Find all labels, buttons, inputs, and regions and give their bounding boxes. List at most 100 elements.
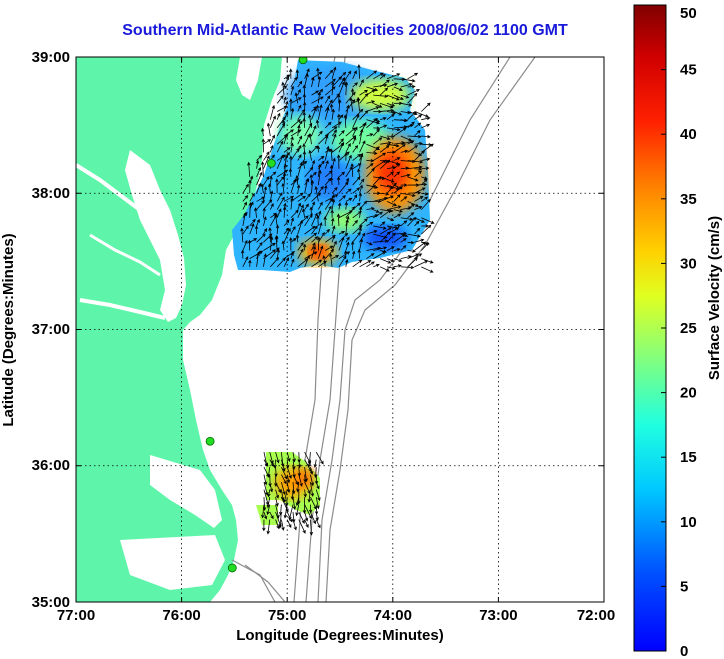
velocity-arrow [352, 144, 359, 153]
velocity-arrow [297, 88, 301, 96]
velocity-arrow [297, 144, 302, 153]
velocity-arrow [331, 133, 337, 145]
velocity-arrow [331, 193, 335, 202]
velocity-arrow [307, 489, 311, 503]
river-rappahannock [89, 233, 161, 277]
velocity-arrow [414, 253, 423, 259]
velocity-arrow [366, 70, 378, 80]
velocity-arrow [269, 203, 274, 210]
velocity-arrow [366, 253, 375, 259]
velocity-arrow [318, 201, 323, 210]
velocity-arrow [323, 216, 327, 226]
velocity-arrow [288, 168, 293, 177]
velocity-arrow [352, 136, 357, 145]
x-tick-label: 74:00 [374, 607, 412, 624]
velocity-arrow [345, 188, 352, 194]
x-axis-label: Longitude (Degrees:Minutes) [236, 627, 444, 644]
velocity-arrow [261, 127, 265, 137]
colorbar-tick-label: 15 [680, 449, 697, 466]
velocity-arrow [421, 123, 431, 129]
velocity-arrow [352, 108, 364, 120]
y-tick-label: 35:00 [32, 594, 70, 611]
y-tick-label: 38:00 [32, 185, 70, 202]
velocity-arrow [352, 219, 359, 227]
velocity-arrow [283, 111, 289, 120]
velocity-arrow [242, 225, 249, 235]
velocity-arrow [407, 216, 417, 227]
velocity-arrow [352, 82, 359, 88]
velocity-arrow [393, 171, 401, 178]
velocity-arrow [356, 96, 361, 112]
velocity-arrow [331, 186, 338, 194]
velocity-arrow [373, 119, 381, 123]
velocity-arrow [400, 217, 414, 221]
velocity-arrow [352, 113, 360, 129]
velocity-arrow [379, 176, 395, 183]
pamlico-sound [120, 535, 225, 590]
y-tick-label: 39:00 [32, 49, 70, 66]
colorbar-tick-label: 45 [680, 62, 697, 79]
velocity-arrow [247, 161, 251, 177]
velocity-arrow [324, 228, 330, 235]
velocity-arrow [242, 239, 248, 251]
velocity-arrow [366, 151, 378, 155]
x-tick-label: 77:00 [57, 607, 95, 624]
velocity-arrow [338, 71, 347, 80]
velocity-arrow [318, 232, 325, 243]
velocity-arrow [414, 227, 421, 235]
velocity-arrow [379, 266, 390, 272]
velocity-arrow [338, 251, 351, 259]
velocity-arrow [407, 176, 419, 182]
velocity-arrow [414, 206, 423, 210]
velocity-arrow [302, 159, 306, 169]
velocity-arrow [242, 195, 249, 202]
velocity-arrow [297, 135, 303, 145]
velocity-arrow [309, 467, 314, 475]
velocity-arrow [414, 182, 428, 187]
velocity-arrow [311, 245, 317, 259]
velocity-arrow [345, 154, 352, 169]
velocity-arrow [349, 97, 354, 112]
velocity-arrow [276, 176, 285, 186]
velocity-arrow [331, 225, 336, 235]
colorbar-ticks: 0 5 10 15 20 25 30 35 40 45 50 [661, 4, 697, 659]
velocity-arrow [380, 141, 392, 145]
velocity-arrow [283, 202, 287, 210]
velocity-arrow [421, 102, 431, 112]
velocity-arrow [414, 167, 423, 171]
velocity-arrow [337, 113, 341, 128]
velocity-arrow [276, 208, 282, 218]
velocity-arrow [263, 242, 276, 251]
velocity-arrow [352, 202, 361, 210]
velocity-arrow [393, 184, 403, 190]
velocity-arrow [400, 245, 407, 251]
velocity-arrow [366, 163, 374, 170]
velocity-arrow [373, 137, 383, 145]
velocity-arrow [421, 166, 430, 170]
velocity-arrow [290, 225, 296, 235]
velocity-arrow [261, 504, 265, 519]
velocity-arrow [266, 497, 271, 509]
velocity-arrow [421, 196, 429, 202]
velocity-arrow [393, 213, 402, 219]
velocity-arrow [324, 99, 333, 112]
velocity-arrow [421, 224, 432, 235]
velocity-arrow [324, 106, 330, 120]
velocity-arrow [329, 103, 334, 112]
velocity-arrow [393, 209, 403, 213]
velocity-arrow [386, 232, 396, 243]
velocity-arrow [263, 151, 270, 161]
velocity-arrow [314, 504, 319, 515]
velocity-arrow [407, 233, 421, 238]
colorbar-label: Surface Velocity (cm/s) [706, 216, 723, 380]
velocity-arrow [359, 123, 367, 129]
y-tick-label: 36:00 [32, 457, 70, 474]
velocity-arrow [263, 511, 268, 520]
velocity-arrow [297, 215, 309, 227]
velocity-arrow [317, 210, 322, 218]
velocity-arrow [297, 195, 307, 202]
velocity-arrows [240, 64, 435, 536]
velocity-arrow [386, 102, 396, 107]
velocity-arrow [263, 481, 269, 496]
